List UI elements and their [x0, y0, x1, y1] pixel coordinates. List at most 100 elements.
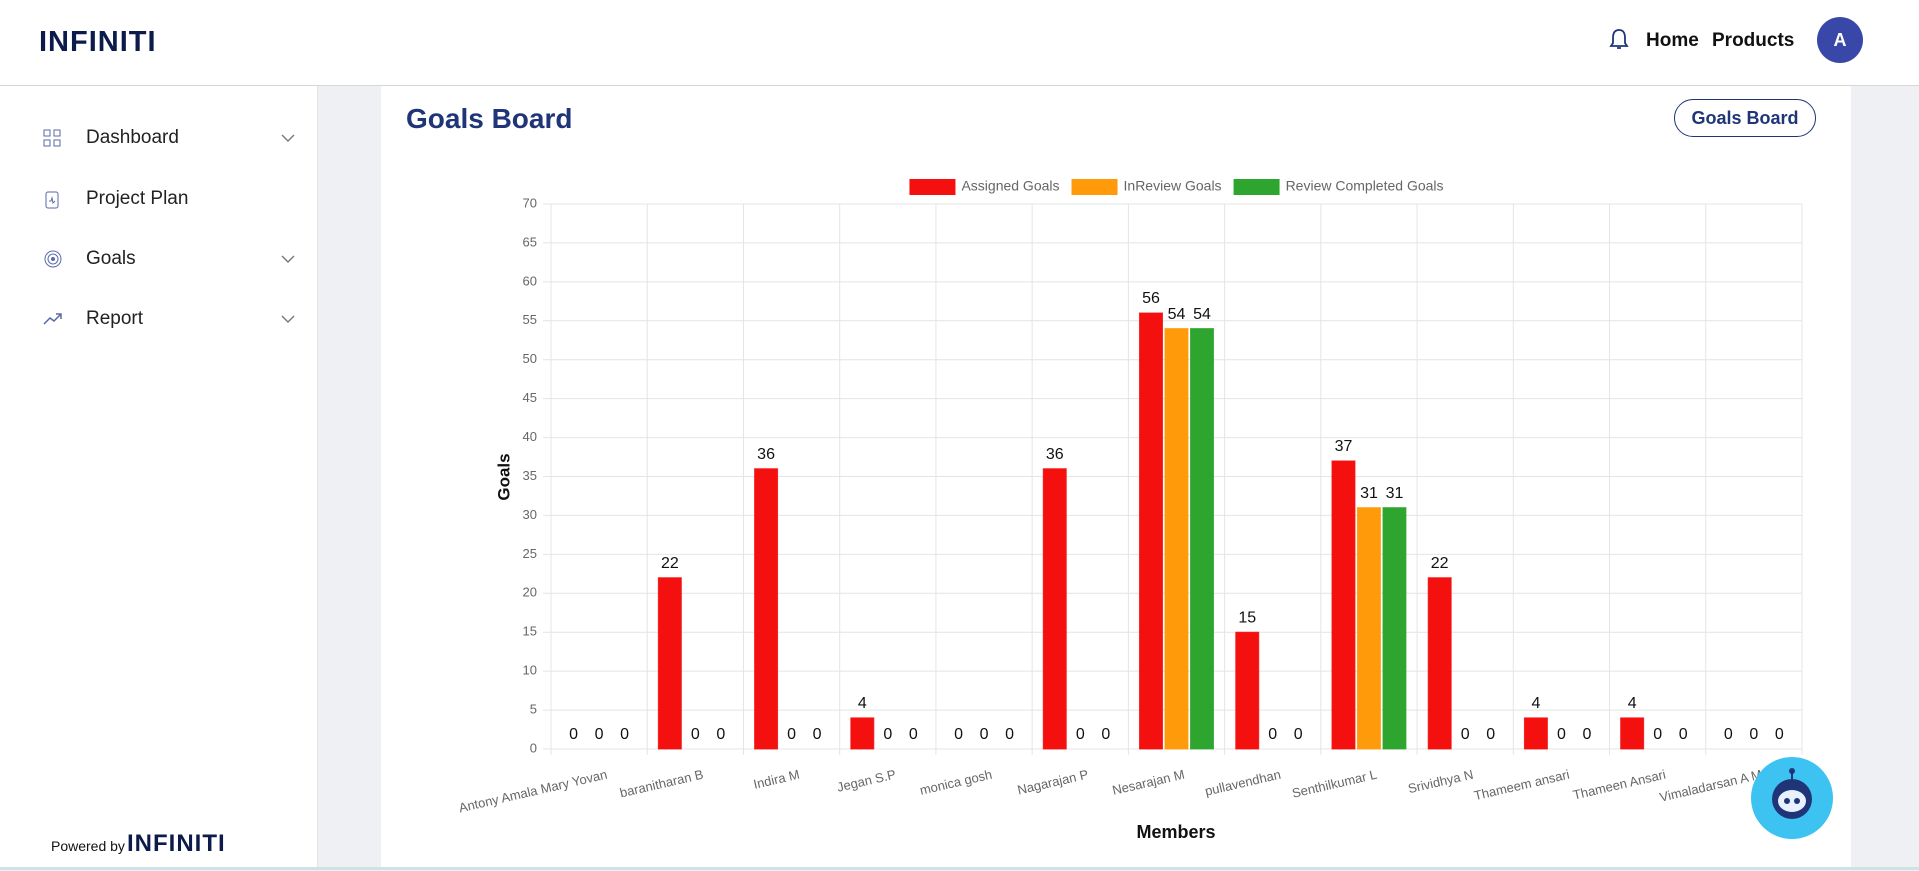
value-label: 0 — [1775, 726, 1784, 743]
bar — [1620, 717, 1645, 750]
value-label: 0 — [980, 726, 989, 743]
y-tick-label: 5 — [530, 702, 537, 717]
x-tick-label: Thameen Ansari — [1571, 767, 1667, 803]
bar — [1042, 468, 1067, 750]
nav-link[interactable]: Products — [1712, 30, 1795, 51]
bar — [1382, 507, 1407, 750]
y-tick-label: 30 — [523, 507, 537, 522]
x-tick-label: Nesarajan M — [1111, 767, 1186, 798]
x-tick-label: Antony Amala Mary Yovan — [457, 767, 608, 816]
value-label: 0 — [787, 726, 796, 743]
value-label: 4 — [1531, 695, 1540, 712]
value-label: 0 — [954, 726, 963, 743]
legend-swatch — [909, 179, 956, 195]
bar — [657, 577, 682, 750]
value-label: 36 — [1046, 446, 1064, 463]
menu-item[interactable]: Project Plan — [0, 179, 317, 219]
y-tick-label: 35 — [523, 468, 537, 483]
bottom-border — [0, 867, 1919, 870]
x-tick-label: pullavendhan — [1203, 767, 1282, 799]
value-label: 0 — [1294, 726, 1303, 743]
y-tick-label: 40 — [523, 429, 537, 444]
powered-by: Powered by — [51, 838, 125, 854]
footer-logo: INFINITI — [127, 830, 226, 857]
value-label: 4 — [1628, 695, 1637, 712]
menu-item[interactable]: Report — [0, 299, 317, 339]
value-label: 56 — [1142, 290, 1160, 307]
value-label: 54 — [1193, 306, 1211, 323]
header: INFINITI Home Products A — [0, 0, 1919, 86]
value-label: 36 — [757, 446, 775, 463]
value-label: 0 — [1486, 726, 1495, 743]
value-label: 0 — [1076, 726, 1085, 743]
bar — [1235, 631, 1260, 750]
menu-label[interactable]: Report — [86, 308, 144, 329]
value-label: 0 — [595, 726, 604, 743]
value-label: 0 — [1557, 726, 1566, 743]
value-label: 0 — [1005, 726, 1014, 743]
value-label: 4 — [858, 695, 867, 712]
value-label: 0 — [1461, 726, 1470, 743]
x-tick-label: Nagarajan P — [1016, 767, 1090, 798]
value-label: 0 — [716, 726, 725, 743]
bar — [1331, 460, 1356, 750]
x-tick-label: monica gosh — [918, 767, 993, 798]
y-tick-label: 55 — [523, 312, 537, 327]
x-tick-label: Thameem ansari — [1472, 767, 1571, 804]
goals-board-button[interactable]: Goals Board — [1674, 99, 1816, 137]
value-label: 0 — [569, 726, 578, 743]
value-label: 22 — [661, 555, 679, 572]
legend-swatch — [1071, 179, 1118, 195]
menu-label[interactable]: Goals — [86, 248, 136, 269]
menu-label[interactable]: Dashboard — [86, 127, 179, 148]
value-label: 22 — [1431, 555, 1449, 572]
page-title: Goals Board — [406, 103, 573, 134]
y-tick-label: 10 — [523, 663, 537, 678]
value-label: 0 — [1749, 726, 1758, 743]
y-tick-label: 50 — [523, 351, 537, 366]
bar — [1427, 577, 1452, 750]
bar — [1164, 328, 1189, 750]
value-label: 0 — [909, 726, 918, 743]
avatar[interactable]: A — [1817, 17, 1863, 63]
y-tick-label: 20 — [523, 585, 537, 600]
x-tick-label: Srividhya N — [1407, 767, 1475, 797]
y-tick-label: 45 — [523, 390, 537, 405]
bell-icon[interactable] — [1608, 27, 1630, 51]
menu-item[interactable]: Goals — [0, 239, 317, 279]
bar — [1523, 717, 1548, 750]
nav-link[interactable]: Home — [1646, 30, 1699, 51]
y-axis-label: Goals — [494, 453, 513, 500]
y-tick-label: 70 — [523, 195, 537, 210]
bar — [1139, 312, 1163, 750]
value-label: 0 — [1679, 726, 1688, 743]
menu-item[interactable]: Dashboard — [0, 118, 317, 158]
y-tick-label: 60 — [523, 273, 537, 288]
x-tick-label: baranitharan B — [618, 767, 704, 801]
legend-label: InReview Goals — [1124, 178, 1222, 194]
value-label: 0 — [1268, 726, 1277, 743]
x-axis-label: Members — [1136, 822, 1215, 842]
y-tick-label: 0 — [530, 740, 537, 755]
legend-swatch — [1233, 179, 1280, 195]
value-label: 0 — [620, 726, 629, 743]
bar — [850, 717, 875, 750]
chatbot-button[interactable] — [1750, 756, 1834, 840]
value-label: 0 — [691, 726, 700, 743]
value-label: 0 — [1724, 726, 1733, 743]
y-tick-label: 15 — [523, 624, 537, 639]
bar — [754, 468, 779, 750]
legend-label: Review Completed Goals — [1286, 178, 1444, 194]
y-tick-label: 65 — [523, 234, 537, 249]
value-label: 0 — [883, 726, 892, 743]
content-card — [381, 86, 1851, 869]
menu-label[interactable]: Project Plan — [86, 188, 189, 209]
logo[interactable]: INFINITI — [39, 26, 157, 58]
value-label: 0 — [1101, 726, 1110, 743]
value-label: 0 — [1653, 726, 1662, 743]
legend-label: Assigned Goals — [961, 178, 1059, 194]
bar — [1190, 328, 1214, 750]
x-tick-label: Senthilkumar L — [1291, 767, 1379, 801]
